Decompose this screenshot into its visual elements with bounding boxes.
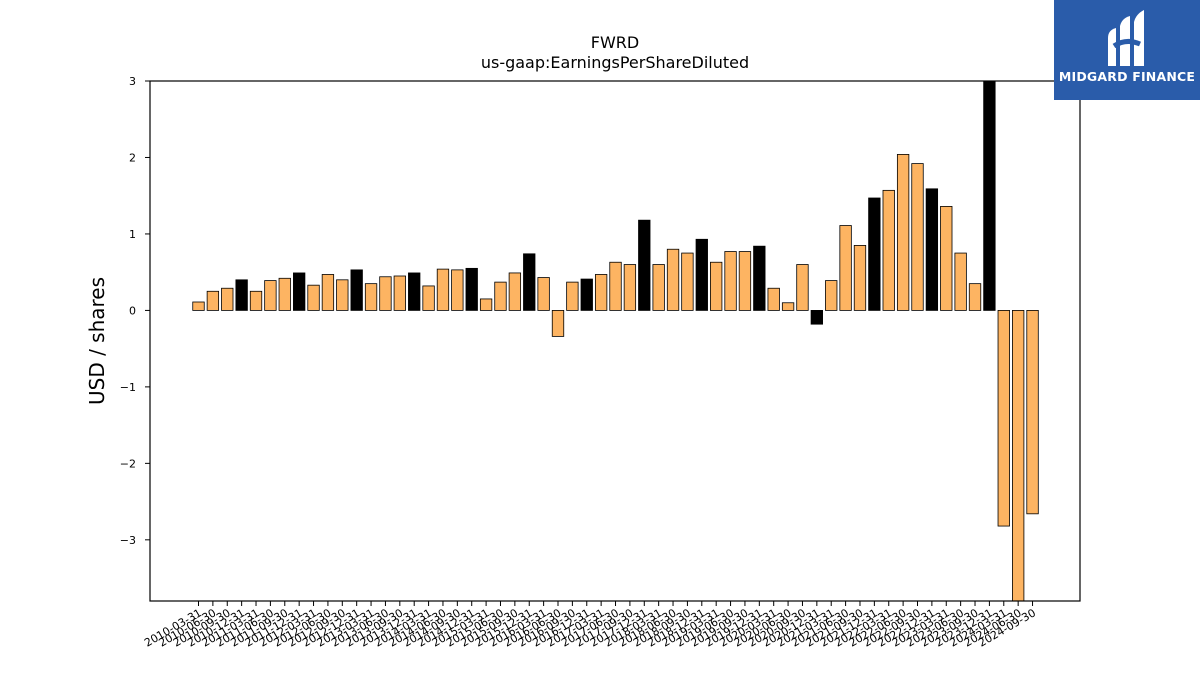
midgard-m-icon [1108,10,1144,66]
bar-2022-09-30 [911,163,924,311]
bar-2021-09-30 [853,245,867,311]
bar-2013-06-30 [379,276,392,311]
bar-2016-12-31 [580,278,593,311]
y-tick-label: 1 [129,228,136,241]
bar-2010-09-30 [221,287,234,311]
brand-logo: MIDGARD FINANCE [1054,0,1200,100]
y-tick-label: 2 [129,151,136,164]
bar-2024-06-30 [1012,310,1025,602]
brand-name: MIDGARD FINANCE [1058,69,1196,84]
plot-frame [149,80,1081,602]
y-tick-label: 0 [129,304,136,317]
bar-2014-12-31 [465,267,478,311]
bar-2011-12-31 [293,272,306,311]
bar-2018-06-30 [666,248,680,311]
bar-2019-03-31 [710,261,723,311]
bar-2022-12-31 [925,188,939,311]
bar-2013-12-31 [408,272,421,311]
y-tick-label: −2 [120,457,136,470]
bar-2024-03-31 [997,310,1010,527]
bar-2016-06-30 [551,310,565,337]
bar-2014-06-30 [436,268,450,311]
bar-2019-09-30 [738,251,752,311]
bar-2022-03-31 [882,189,895,311]
bar-2015-03-31 [479,298,493,311]
bar-2019-12-31 [753,245,766,311]
bar-2016-09-30 [566,281,579,311]
bar-2023-03-31 [940,206,953,311]
bar-2023-09-30 [968,283,982,311]
y-axis-label: USD / shares [85,277,109,405]
bar-2012-12-31 [350,269,363,311]
bar-2020-12-31 [810,310,823,325]
bar-2011-09-30 [278,277,291,311]
bar-2020-09-30 [796,264,809,311]
bar-2017-12-31 [638,219,651,311]
bar-2022-06-30 [896,154,910,311]
bar-2021-03-31 [825,280,838,311]
bar-2012-09-30 [336,279,349,311]
bar-2024-09-30 [1026,310,1039,515]
bar-2018-12-31 [695,238,708,311]
bar-2012-03-31 [307,284,320,311]
bar-2019-06-30 [724,251,737,311]
bar-2013-09-30 [393,275,406,311]
bar-2016-03-31 [537,277,550,311]
bar-2023-06-30 [954,252,967,311]
bar-2018-09-30 [681,252,694,311]
bars-group [192,80,1039,602]
bar-2017-09-30 [623,264,637,311]
bar-2021-06-30 [839,225,852,311]
bar-2015-12-31 [523,253,536,311]
bar-2023-12-31 [983,80,996,311]
chart-subtitle: us-gaap:EarningsPerShareDiluted [481,53,749,72]
y-tick-label: 3 [129,75,136,88]
bar-2010-03-31 [192,301,205,311]
bar-2014-03-31 [422,285,435,311]
y-tick-label: −3 [120,534,136,547]
bar-2018-03-31 [652,264,665,311]
chart-title: FWRD [591,33,639,52]
bar-2017-03-31 [594,274,608,311]
bar-2012-06-30 [321,274,335,311]
bar-2013-03-31 [364,283,378,311]
bar-2011-03-31 [249,290,263,311]
bar-2020-03-31 [767,287,780,311]
bar-2020-06-30 [781,302,795,311]
bar-2021-12-31 [868,197,881,311]
bar-2015-06-30 [494,281,507,311]
x-axis: 2010-03-312010-06-302010-09-302010-12-31… [142,601,1038,650]
y-axis: 3 2 1 0 −1 −2 −3 [120,75,150,547]
bar-2015-09-30 [508,272,522,311]
bar-2010-06-30 [206,290,220,311]
bar-2011-06-30 [264,280,277,311]
bar-2014-09-30 [451,269,464,311]
y-tick-label: −1 [120,381,136,394]
bar-2010-12-31 [235,279,248,311]
bar-2017-06-30 [609,261,622,311]
